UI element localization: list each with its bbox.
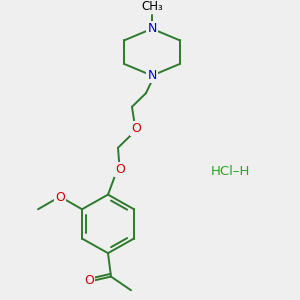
Text: N: N xyxy=(147,22,157,35)
Text: N: N xyxy=(147,69,157,82)
Text: O: O xyxy=(84,274,94,287)
Text: CH₃: CH₃ xyxy=(141,0,163,13)
Text: O: O xyxy=(55,191,65,204)
Text: O: O xyxy=(115,163,125,176)
Text: HCl–H: HCl–H xyxy=(210,165,250,178)
Text: O: O xyxy=(131,122,141,135)
